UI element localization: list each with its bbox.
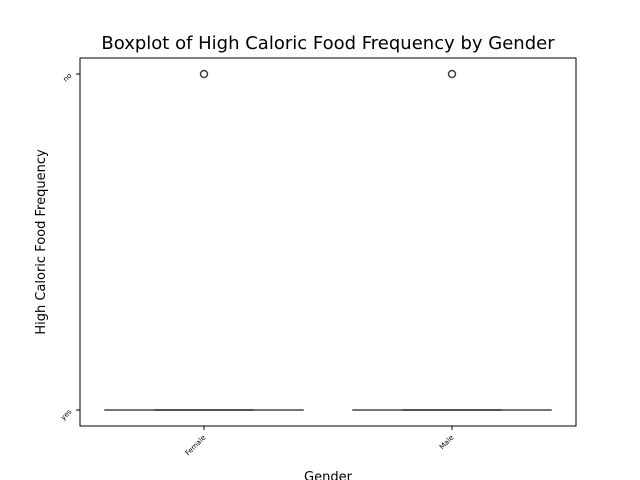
chart-title: Boxplot of High Caloric Food Frequency b…: [101, 33, 555, 54]
y-tick-label: yes: [59, 408, 73, 422]
x-axis-label: Gender: [304, 470, 353, 480]
x-tick-label: Female: [184, 434, 208, 458]
y-axis-ticks: yes no: [59, 72, 80, 422]
chart-marks: [104, 69, 552, 411]
x-axis-ticks: Female Male: [184, 426, 455, 458]
plot-area-frame: [79, 57, 577, 427]
outlier-point-male: [447, 69, 457, 79]
y-tick-label: no: [62, 72, 74, 84]
x-tick-label: Male: [438, 434, 455, 451]
y-axis-label: High Caloric Food Frequency: [34, 149, 49, 335]
outlier-point-female: [199, 69, 209, 79]
